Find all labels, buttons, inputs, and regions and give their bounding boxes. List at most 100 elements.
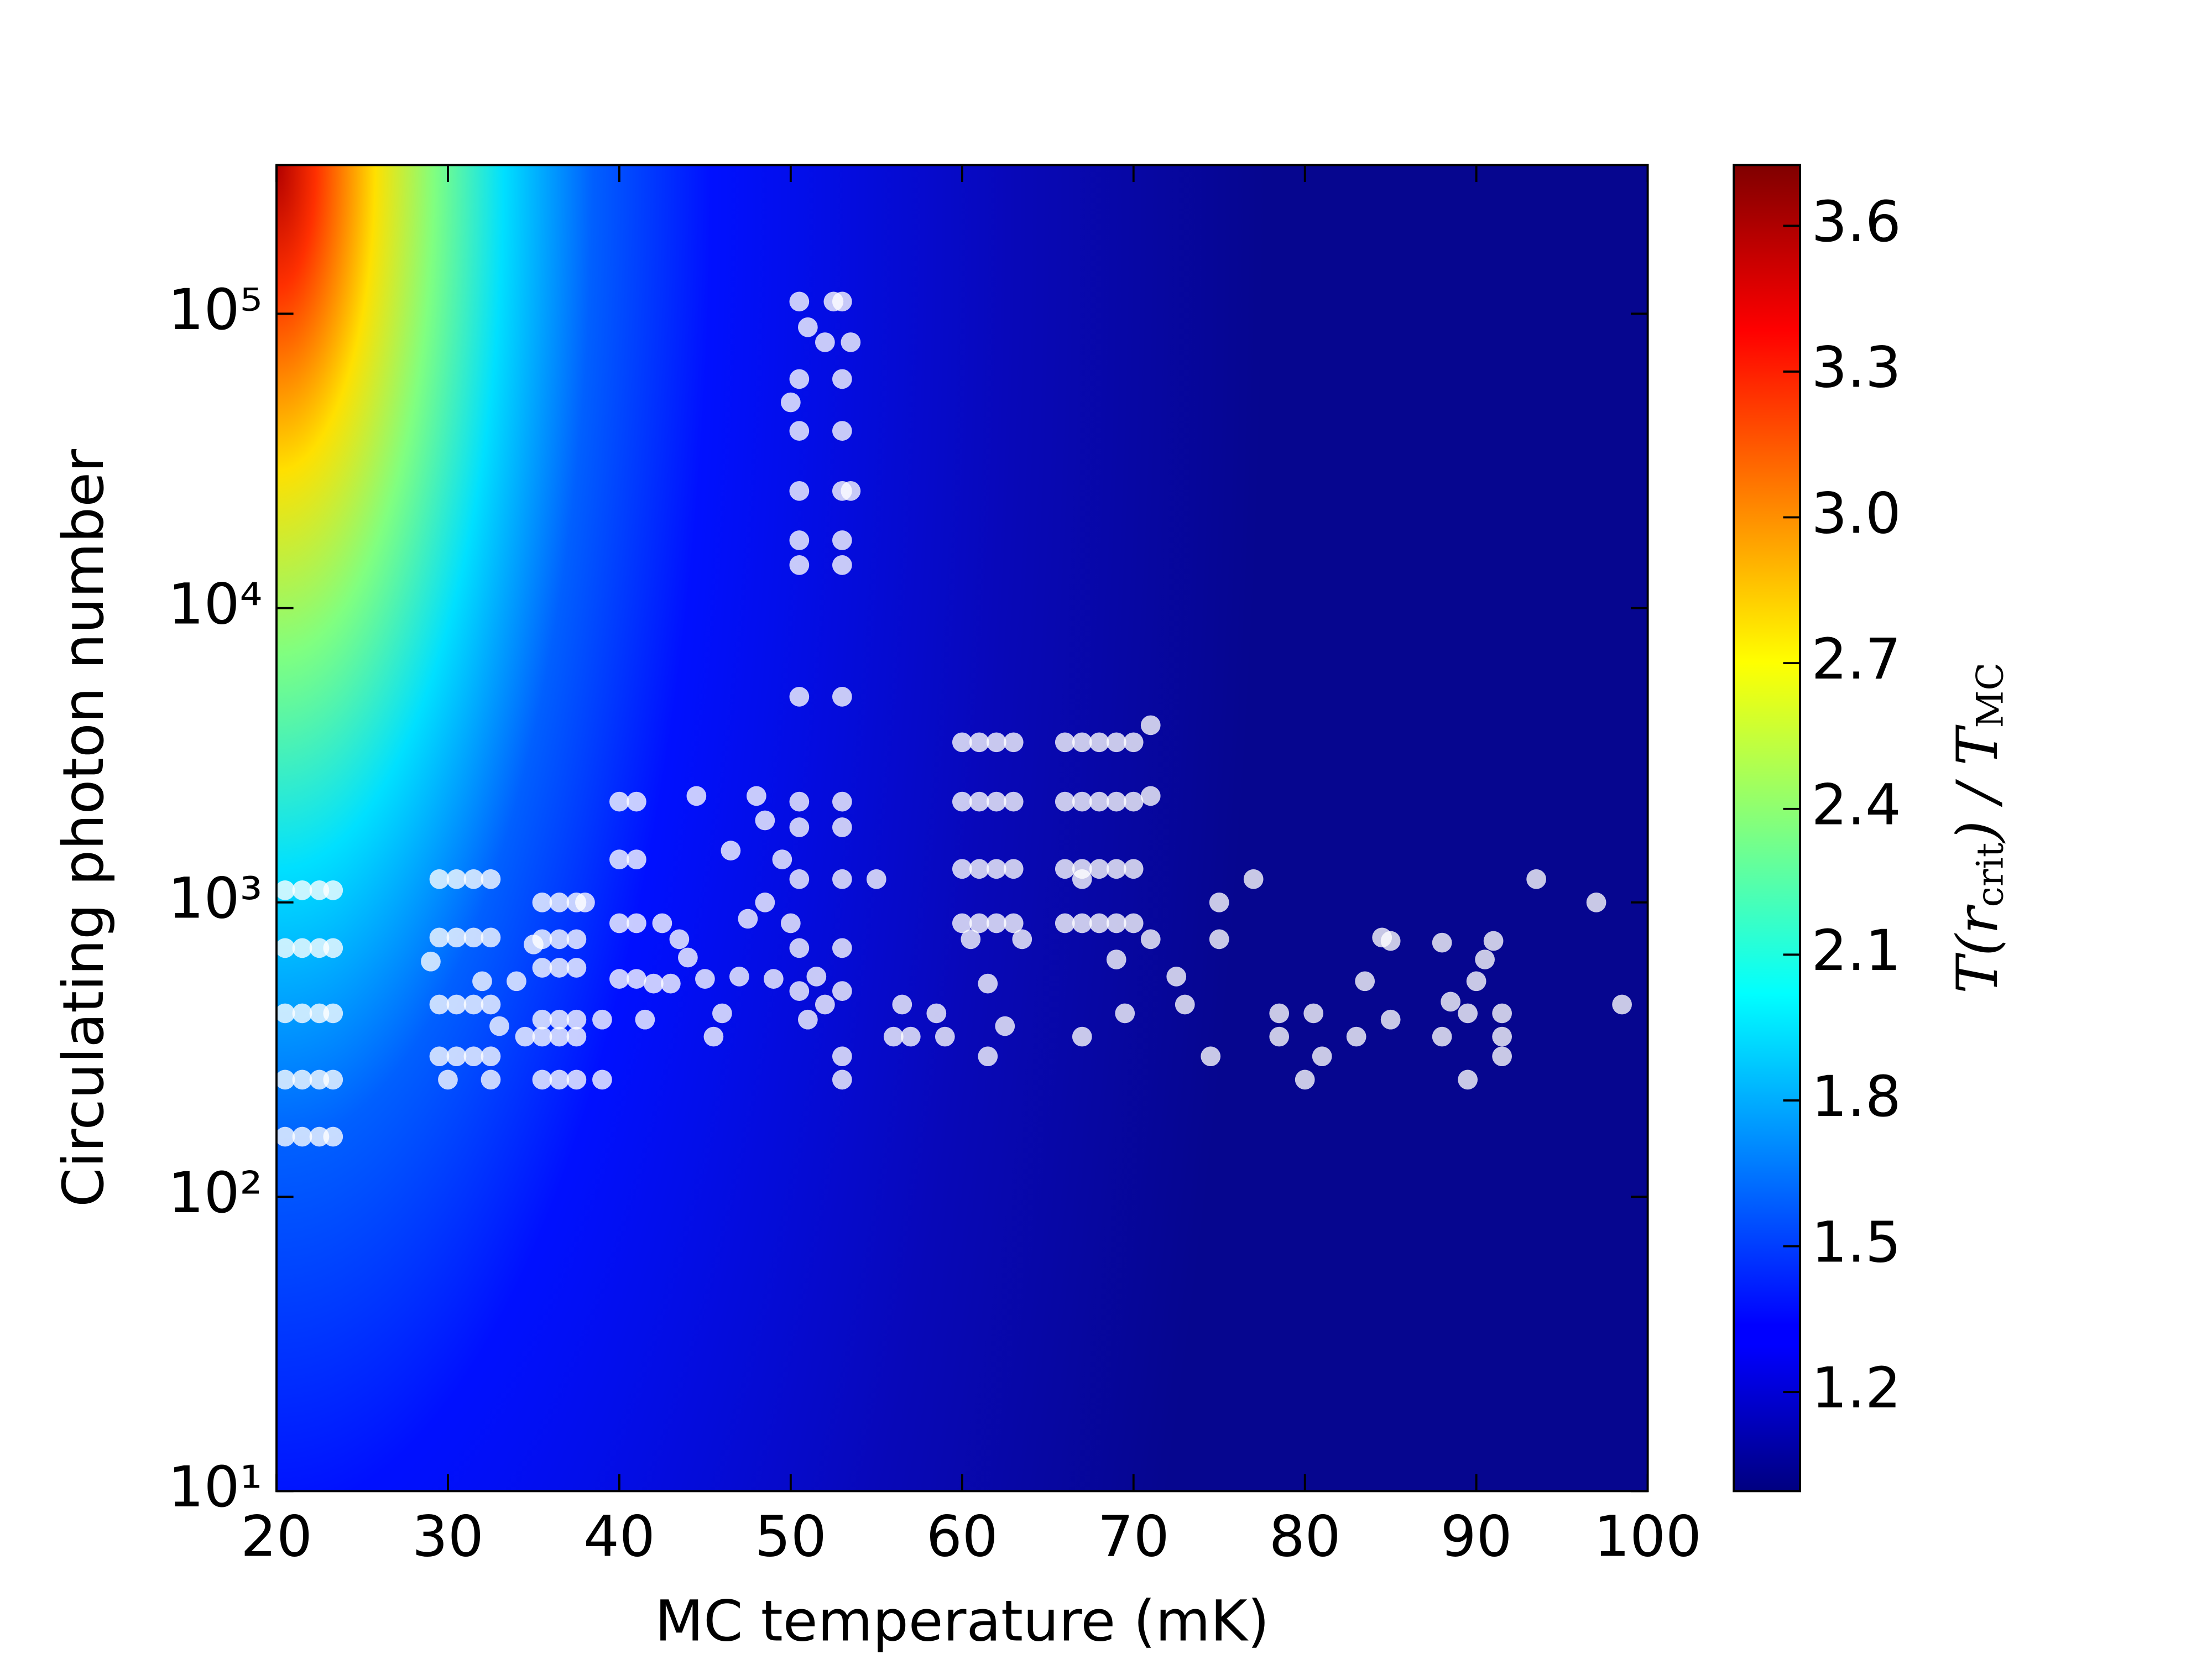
scatter-point: [952, 791, 972, 812]
scatter-point: [789, 686, 810, 707]
scatter-point: [1586, 893, 1606, 912]
scatter-point: [832, 1070, 852, 1090]
scatter-point: [952, 859, 972, 879]
scatter-point: [481, 1070, 501, 1090]
scatter-point: [609, 849, 629, 869]
scatter-point: [481, 869, 501, 889]
scatter-point: [815, 332, 835, 352]
scatter-point: [986, 913, 1006, 933]
scatter-point: [429, 869, 450, 889]
scatter-point: [549, 929, 570, 950]
colorbar-label: T(rcrit) / TMC: [1945, 662, 2012, 994]
scatter-point: [815, 994, 835, 1015]
scatter-point: [1269, 1003, 1290, 1024]
scatter-point: [566, 1026, 587, 1047]
scatter-point: [627, 913, 646, 933]
scatter-point: [1458, 1003, 1478, 1024]
scatter-point: [463, 1046, 484, 1067]
scatter-point: [712, 1003, 732, 1024]
scatter-point: [806, 967, 827, 987]
scatter-point: [986, 791, 1006, 812]
x-tick-label: 50: [755, 1504, 827, 1570]
colorbar-label-part: ) / T: [1945, 724, 2011, 844]
scatter-point: [823, 291, 844, 312]
scatter-point: [1526, 869, 1546, 889]
scatter-point: [789, 981, 810, 1001]
scatter-point: [1243, 869, 1264, 889]
x-tick-label: 70: [1098, 1504, 1170, 1570]
scatter-point: [507, 971, 526, 992]
y-tick-label: 10⁵: [168, 277, 263, 343]
scatter-point: [1492, 1003, 1512, 1024]
scatter-point: [446, 994, 467, 1015]
colorbar-tick-label: 1.8: [1812, 1064, 1901, 1130]
scatter-point: [1475, 950, 1495, 969]
x-tick-label: 100: [1594, 1504, 1702, 1570]
scatter-point: [549, 1070, 570, 1090]
colorbar-tick-label: 2.7: [1812, 627, 1901, 692]
scatter-point: [472, 971, 492, 992]
scatter-point: [323, 1126, 343, 1147]
scatter-point: [481, 1046, 501, 1067]
scatter-point: [832, 869, 852, 889]
scatter-point: [309, 880, 330, 900]
scatter-point: [1106, 950, 1126, 969]
scatter-point: [627, 849, 646, 869]
scatter-point: [789, 555, 810, 575]
scatter-point: [309, 1003, 330, 1024]
scatter-point: [276, 880, 295, 900]
colorbar-tick-label: 2.4: [1812, 773, 1901, 838]
scatter-point: [686, 786, 707, 806]
scatter-point: [1355, 971, 1375, 992]
scatter-point: [789, 291, 810, 312]
scatter-point: [789, 530, 810, 550]
colorbar-label-part: T(r: [1945, 904, 2011, 994]
scatter-point: [789, 369, 810, 389]
scatter-point: [609, 969, 629, 989]
scatter-point: [463, 994, 484, 1015]
scatter-point: [1106, 791, 1126, 812]
scatter-point: [421, 951, 441, 972]
x-tick-label: 30: [412, 1504, 484, 1570]
scatter-point: [429, 1046, 450, 1067]
scatter-point: [952, 913, 972, 933]
scatter-point: [532, 958, 552, 978]
scatter-point: [323, 1070, 343, 1090]
scatter-point: [1106, 859, 1126, 879]
scatter-point: [1003, 913, 1024, 933]
x-tick-label: 60: [926, 1504, 998, 1570]
scatter-point: [763, 969, 784, 989]
scatter-point: [1346, 1026, 1366, 1047]
scatter-point: [1295, 1070, 1315, 1090]
scatter-point: [276, 1126, 295, 1147]
scatter-point: [1492, 1046, 1512, 1067]
scatter-point: [1466, 971, 1486, 992]
scatter-point: [1123, 791, 1144, 812]
y-tick-label: 10³: [168, 866, 263, 932]
scatter-point: [900, 1026, 921, 1047]
scatter-point: [832, 817, 852, 837]
scatter-point: [678, 947, 698, 968]
scatter-point: [1380, 931, 1401, 951]
scatter-point: [772, 849, 792, 869]
scatter-point: [1072, 913, 1092, 933]
scatter-point: [669, 929, 690, 950]
scatter-point: [729, 967, 749, 987]
colorbar-tick-label: 1.5: [1812, 1209, 1901, 1275]
scatter-point: [429, 994, 450, 1015]
scatter-point: [755, 893, 775, 912]
scatter-point: [438, 1070, 458, 1090]
scatter-point: [1003, 859, 1024, 879]
scatter-point: [1209, 929, 1229, 950]
scatter-point: [832, 1046, 852, 1067]
scatter-point: [1003, 732, 1024, 753]
scatter-point: [652, 913, 672, 933]
scatter-point: [832, 421, 852, 441]
scatter-point: [1432, 932, 1452, 953]
scatter-point: [635, 1009, 655, 1030]
scatter-point: [780, 913, 801, 933]
colorbar-label-subscript: crit: [1969, 842, 2012, 907]
scatter-point: [489, 1016, 509, 1036]
